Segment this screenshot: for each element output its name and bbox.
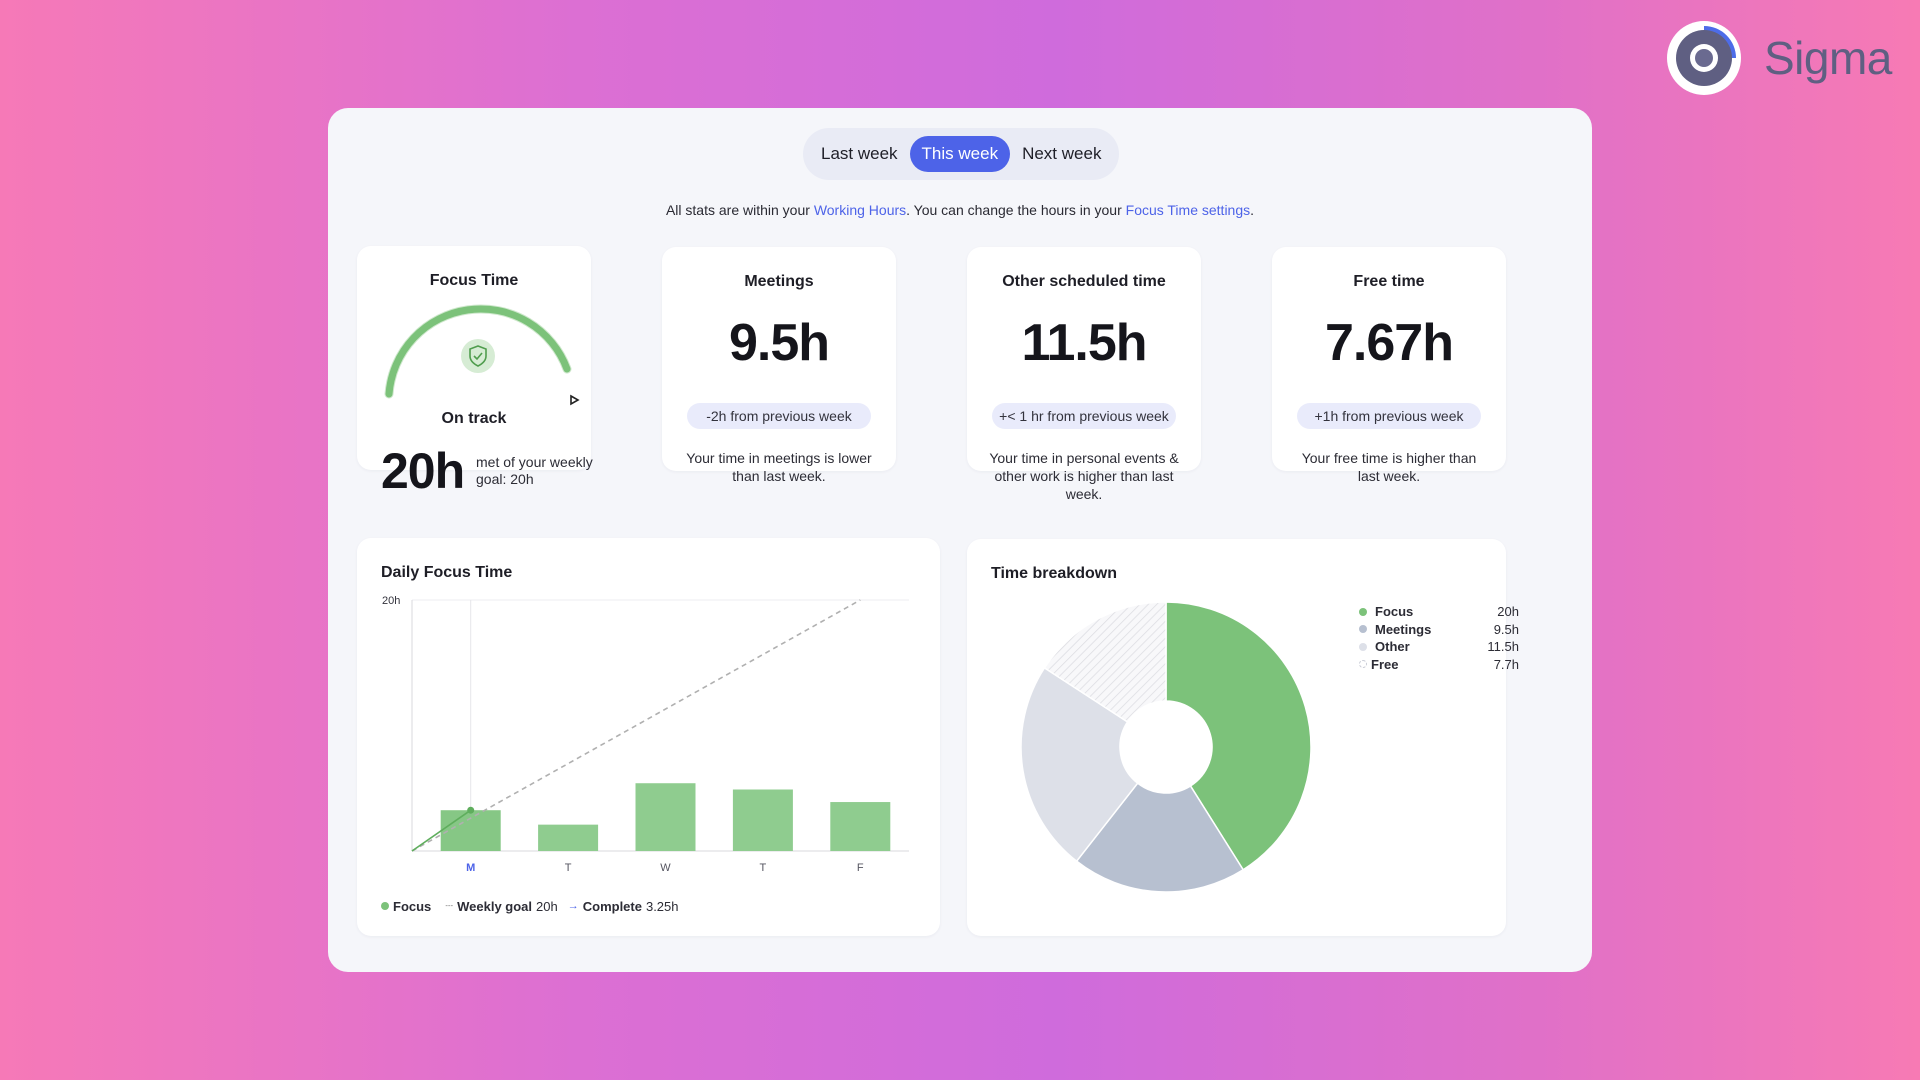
x-tick-label-0: M bbox=[466, 862, 475, 874]
legend-complete: → Complete 3.25h bbox=[567, 898, 679, 914]
info-text-2: . You can change the hours in your bbox=[906, 202, 1126, 218]
focus-dot-icon bbox=[1359, 607, 1367, 616]
gauge-marker-icon bbox=[570, 394, 580, 406]
slice-focus bbox=[1165, 601, 1312, 871]
legend-row-other: Other 11.5h bbox=[1359, 638, 1519, 656]
week-toggle: Last week This week Next week bbox=[803, 128, 1120, 180]
time-breakdown-legend: Focus 20h Meetings 9.5h Other 11.5h Free 7.7… bbox=[1359, 603, 1519, 673]
free-time-card: Free time 7.67h +1h from previous week Y… bbox=[1272, 247, 1506, 484]
daily-focus-title: Daily Focus Time bbox=[381, 564, 513, 581]
time-breakdown-chart bbox=[1020, 601, 1312, 893]
focus-time-card: Focus Time On track 20h met of your week… bbox=[357, 246, 593, 499]
free-time-change-badge: +1h from previous week bbox=[1297, 403, 1481, 429]
complete-line bbox=[411, 809, 472, 852]
legend-row-meetings: Meetings 9.5h bbox=[1359, 621, 1519, 639]
slice-other bbox=[1020, 666, 1139, 863]
bar-m-0 bbox=[440, 810, 501, 851]
meetings-value: 9.5h bbox=[728, 314, 830, 372]
other-time-card: Other scheduled time 11.5h +< 1 hr from … bbox=[967, 247, 1201, 502]
legend-focus: Focus bbox=[381, 899, 435, 914]
meetings-change-badge: -2h from previous week bbox=[687, 403, 871, 429]
this-week-tab[interactable]: This week bbox=[909, 136, 1011, 172]
free-time-value: 7.67h bbox=[1325, 314, 1454, 372]
other-dot-icon bbox=[1359, 642, 1367, 651]
info-text-3: . bbox=[1250, 202, 1255, 218]
meetings-title: Meetings bbox=[744, 273, 814, 290]
shield-check-icon bbox=[461, 339, 495, 373]
daily-focus-card: Daily Focus Time 20h M T W T F Focus ┄ Weekly … bbox=[357, 538, 940, 936]
free-time-title: Free time bbox=[1353, 273, 1425, 290]
x-tick-label-1: T bbox=[565, 862, 572, 874]
focus-status: On track bbox=[441, 410, 507, 427]
x-tick-label-3: T bbox=[760, 862, 767, 874]
meetings-card: Meetings 9.5h -2h from previous week You… bbox=[662, 247, 896, 484]
focus-time-settings-link[interactable]: Focus Time settings bbox=[1125, 202, 1251, 218]
last-week-tab[interactable]: Last week bbox=[821, 144, 898, 163]
focus-time-title: Focus Time bbox=[429, 272, 519, 289]
brand-name: Sigma bbox=[1764, 32, 1892, 84]
other-time-change-badge: +< 1 hr from previous week bbox=[992, 403, 1176, 429]
free-time-description: Your free time is higher than last week. bbox=[1301, 450, 1477, 484]
slice-free bbox=[1043, 601, 1167, 723]
next-week-tab[interactable]: Next week bbox=[1022, 144, 1102, 163]
focus-gauge bbox=[381, 302, 581, 417]
slice-meetings bbox=[1075, 782, 1245, 893]
focus-dot-icon bbox=[381, 902, 389, 910]
focus-time-value: 20h bbox=[381, 443, 465, 499]
x-tick-label-4: F bbox=[857, 862, 864, 874]
legend-row-focus: Focus 20h bbox=[1359, 603, 1519, 621]
bar-t-1 bbox=[538, 824, 599, 851]
dashed-line-icon: ┄ bbox=[445, 898, 454, 913]
complete-point bbox=[467, 806, 475, 814]
other-time-value: 11.5h bbox=[1021, 314, 1147, 372]
brand-logo: Sigma bbox=[1666, 20, 1892, 96]
bar-w-2 bbox=[635, 783, 696, 851]
meetings-dot-icon bbox=[1359, 625, 1367, 634]
focus-goal-text: met of your weekly goal: 20h bbox=[476, 454, 593, 487]
info-line: All stats are within your Working Hours.… bbox=[328, 202, 1592, 218]
legend-row-free: Free 7.7h bbox=[1359, 656, 1519, 674]
other-time-title: Other scheduled time bbox=[1002, 273, 1166, 290]
bar-f-4 bbox=[830, 802, 891, 851]
weekly-goal-line bbox=[411, 599, 861, 852]
daily-focus-chart: 20h M T W T F bbox=[382, 595, 909, 874]
time-breakdown-card: Time breakdown Focus 20h Meetings 9.5h Oth… bbox=[967, 539, 1519, 936]
sigma-logo-icon bbox=[1667, 21, 1741, 95]
time-breakdown-title: Time breakdown bbox=[991, 565, 1117, 582]
working-hours-link[interactable]: Working Hours bbox=[813, 202, 907, 218]
free-dot-icon bbox=[1359, 660, 1367, 669]
focus-stats-panel: Last week This week Next week All stats … bbox=[328, 108, 1592, 972]
y-tick-label: 20h bbox=[382, 595, 400, 607]
x-tick-label-2: W bbox=[660, 862, 671, 874]
legend-weekly-goal: ┄ Weekly goal 20h bbox=[445, 898, 558, 914]
daily-focus-legend: Focus ┄ Weekly goal 20h → Complete 3.25h bbox=[381, 898, 689, 914]
bar-t-3 bbox=[732, 789, 793, 851]
arrow-line-icon: → bbox=[567, 900, 579, 912]
meetings-description: Your time in meetings is lower than last… bbox=[686, 450, 872, 484]
other-time-description: Your time in personal events & other wor… bbox=[989, 450, 1179, 502]
info-text-1: All stats are within your bbox=[665, 202, 814, 218]
